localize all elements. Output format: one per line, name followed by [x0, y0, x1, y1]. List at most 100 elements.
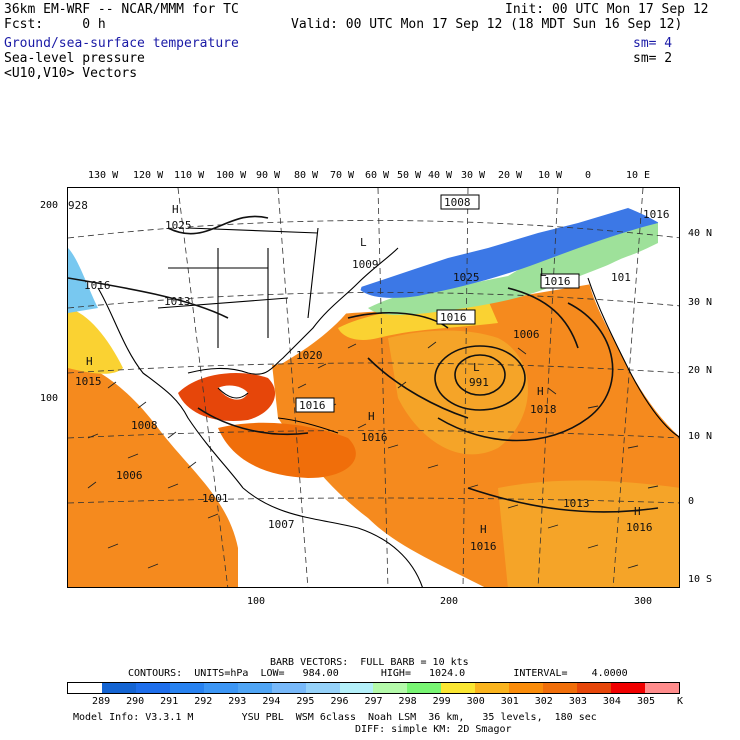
colorbar-swatch	[577, 683, 611, 693]
longitude-tick-label: 90 W	[256, 170, 281, 181]
weather-map: H 1025 1008 1016 1016 1013 1009 1025 101…	[67, 187, 680, 588]
field-slp-smoothing: sm= 2	[633, 51, 673, 66]
colorbar-tick-label: 301	[500, 696, 519, 707]
colorbar-tick-label: 297	[364, 696, 383, 707]
temperature-colorbar	[67, 682, 680, 694]
pressure-label: 1016	[544, 275, 571, 288]
longitude-tick-label: 70 W	[330, 170, 355, 181]
colorbar-tick-label: 303	[568, 696, 587, 707]
high-center-label: H	[172, 203, 179, 216]
high-center-label: H	[368, 410, 375, 423]
colorbar-swatch	[509, 683, 544, 693]
longitude-tick-label: 80 W	[294, 170, 319, 181]
pressure-label: 1020	[296, 349, 323, 362]
colorbar-tick-label: 305	[636, 696, 655, 707]
longitude-tick-label: 0	[585, 170, 592, 181]
low-center-label: L	[473, 361, 480, 374]
pressure-label: 101	[611, 271, 631, 284]
high-center-label: H	[634, 505, 641, 518]
barb-legend: BARB VECTORS: FULL BARB = 10 kts	[270, 657, 469, 668]
colorbar-swatch	[237, 683, 272, 693]
bottom-axis-label-200: 200	[440, 596, 459, 607]
pressure-label: 1016	[626, 521, 653, 534]
longitude-tick-label: 110 W	[174, 170, 205, 181]
pressure-label: 1016	[299, 399, 326, 412]
pressure-label: 1007	[268, 518, 295, 531]
colorbar-swatch	[169, 683, 204, 693]
latitude-tick-label: 10 N	[688, 431, 713, 442]
africa-land	[588, 243, 679, 437]
sst-east-pacific	[68, 358, 238, 587]
pressure-label: 1013	[164, 295, 191, 308]
europe-land	[628, 188, 679, 237]
pressure-label: 1015	[75, 375, 102, 388]
pressure-label: 1016	[643, 208, 670, 221]
sst-pacific-transition	[68, 308, 123, 374]
longitude-tick-label: 20 W	[498, 170, 523, 181]
field-wind-vectors: <U10,V10> Vectors	[4, 66, 138, 81]
colorbar-swatch	[407, 683, 442, 693]
colorbar-tick-label: 300	[466, 696, 485, 707]
pressure-label: 1025	[165, 219, 192, 232]
longitude-tick-label: 100 W	[216, 170, 247, 181]
colorbar-swatch	[135, 683, 170, 693]
colorbar-swatch	[611, 683, 645, 693]
pressure-label: 991	[469, 376, 489, 389]
sst-gulf-of-mexico	[178, 373, 276, 421]
colorbar-swatch	[543, 683, 578, 693]
latitude-tick-label: 0	[688, 496, 695, 507]
contour-legend: CONTOURS: UNITS=hPa LOW= 984.00 HIGH= 10…	[128, 668, 628, 679]
colorbar-tick-label: 304	[602, 696, 621, 707]
longitude-tick-label: 40 W	[428, 170, 453, 181]
colorbar-unit: K	[677, 696, 684, 707]
colorbar-swatch	[305, 683, 340, 693]
field-ground-temp-smoothing: sm= 4	[633, 36, 673, 51]
colorbar-tick-label: 298	[398, 696, 417, 707]
colorbar-tick-label: 299	[432, 696, 451, 707]
longitude-tick-label: 10 W	[538, 170, 563, 181]
colorbar-tick-label: 290	[126, 696, 145, 707]
colorbar-tick-label: 296	[330, 696, 349, 707]
yucatan-land	[218, 385, 248, 400]
valid-time: Valid: 00 UTC Mon 17 Sep 12 (18 MDT Sun …	[291, 17, 683, 32]
low-center-label: L	[540, 266, 547, 279]
colorbar-tick-label: 295	[296, 696, 315, 707]
sst-mid-atlantic	[388, 330, 528, 455]
pressure-label: 1001	[202, 492, 229, 505]
low-center-label: L	[360, 236, 367, 249]
latitude-tick-label: 10 S	[688, 574, 713, 585]
map-canvas: H 1025 1008 1016 1016 1013 1009 1025 101…	[68, 188, 679, 587]
colorbar-swatch	[101, 683, 136, 693]
high-center-label: H	[480, 523, 487, 536]
longitude-tick-label: 130 W	[88, 170, 119, 181]
pressure-label: 1018	[530, 403, 557, 416]
latitude-tick-label: 20 N	[688, 365, 713, 376]
model-title: 36km EM-WRF -- NCAR/MMM for TC	[4, 2, 239, 17]
colorbar-tick-label: 293	[228, 696, 247, 707]
colorbar-swatch	[644, 683, 679, 693]
left-axis-label-200: 200	[40, 200, 59, 211]
coastlines	[97, 227, 679, 587]
sst-caribbean	[218, 422, 356, 478]
bottom-axis-label-100: 100	[247, 596, 266, 607]
latitude-tick-label: 30 N	[688, 297, 713, 308]
colorbar-swatch	[441, 683, 476, 693]
isobar-low-inner	[454, 354, 506, 396]
model-info: Model Info: V3.3.1 M YSU PBL WSM 6class …	[73, 712, 597, 723]
colorbar-swatch	[271, 683, 306, 693]
colorbar-swatch	[203, 683, 238, 693]
forecast-hour: Fcst: 0 h	[4, 17, 106, 32]
field-ground-temp: Ground/sea-surface temperature	[4, 36, 239, 51]
longitude-tick-label: 120 W	[133, 170, 164, 181]
high-center-label: H	[537, 385, 544, 398]
pressure-labels: H 1025 1008 1016 1016 1013 1009 1025 101…	[68, 194, 670, 553]
colorbar-tick-label: 291	[160, 696, 179, 707]
pressure-label: 928	[68, 199, 88, 212]
pressure-label: 1016	[84, 279, 111, 292]
greenland-land	[358, 188, 528, 235]
pressure-label: 1008	[131, 419, 158, 432]
colorbar-swatch	[373, 683, 408, 693]
pressure-label: 1006	[116, 469, 143, 482]
latitude-tick-label: 40 N	[688, 228, 713, 239]
colorbar-tick-label: 292	[194, 696, 213, 707]
